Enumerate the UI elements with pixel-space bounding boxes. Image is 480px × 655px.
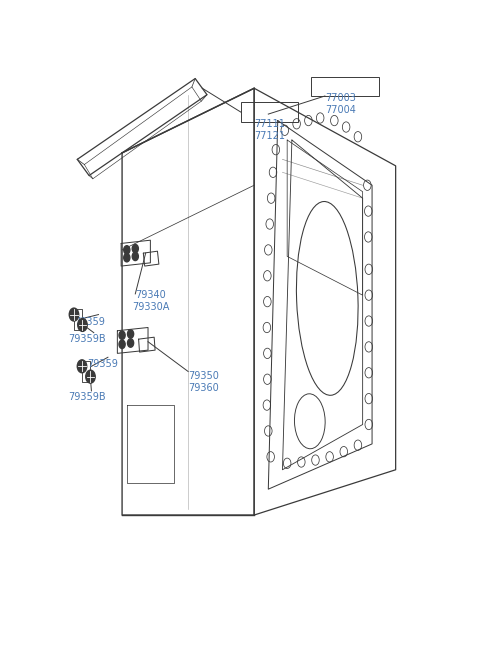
Text: 79359B: 79359B [68, 334, 106, 344]
Circle shape [128, 339, 133, 347]
Circle shape [124, 253, 130, 262]
Circle shape [78, 318, 87, 331]
Text: 77003
77004: 77003 77004 [325, 94, 356, 115]
Circle shape [124, 246, 130, 254]
Text: 79350: 79350 [188, 371, 219, 381]
Circle shape [128, 329, 133, 338]
Text: 77111
77121: 77111 77121 [254, 119, 285, 141]
Circle shape [77, 360, 87, 373]
Bar [311, 77, 379, 96]
Circle shape [132, 252, 138, 261]
Text: 79340: 79340 [135, 290, 166, 300]
Text: 79359: 79359 [87, 358, 118, 369]
Text: 79359: 79359 [74, 317, 105, 327]
Circle shape [119, 331, 125, 339]
Bar [241, 102, 298, 122]
Circle shape [132, 244, 138, 253]
Text: 79359B: 79359B [68, 392, 106, 402]
Text: 79330A: 79330A [132, 302, 170, 312]
Text: 79360: 79360 [188, 383, 219, 393]
Circle shape [119, 340, 125, 348]
Circle shape [69, 308, 79, 321]
Circle shape [86, 370, 95, 383]
